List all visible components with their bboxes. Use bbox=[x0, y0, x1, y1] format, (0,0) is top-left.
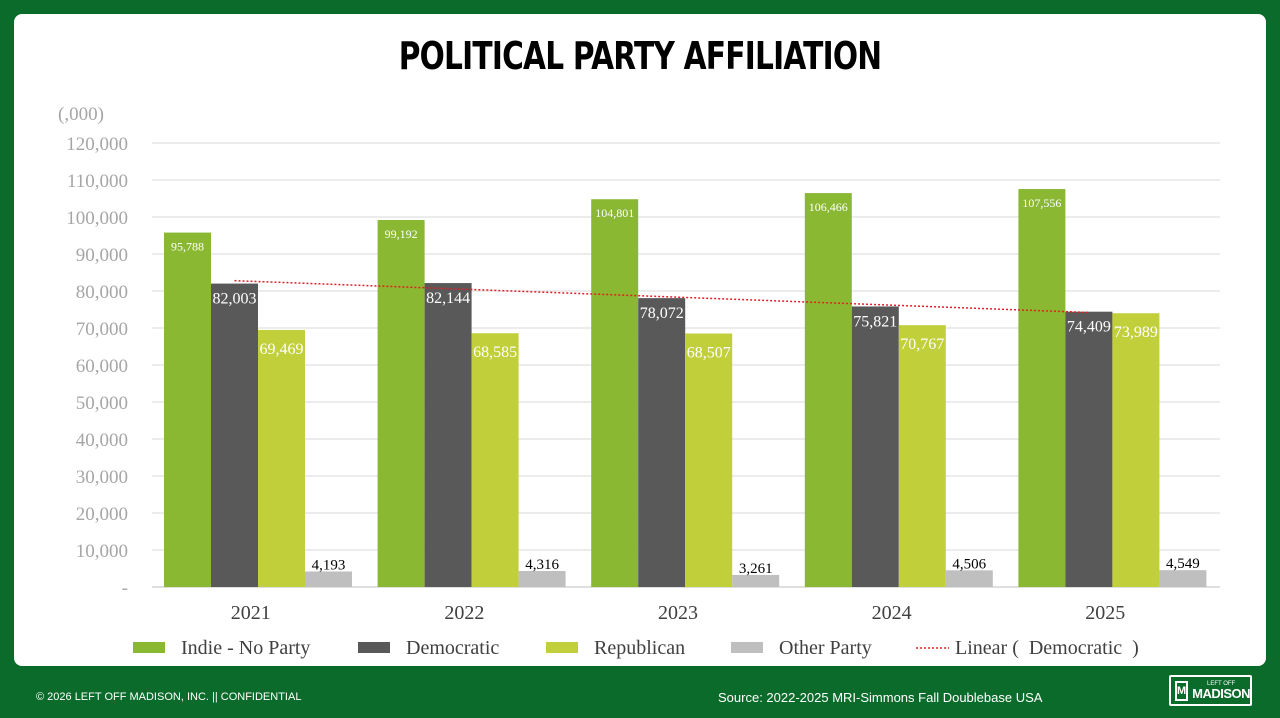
data-label: 4,316 bbox=[525, 557, 559, 573]
legend-label: Other Party bbox=[779, 637, 872, 659]
bar-other-party-2023 bbox=[732, 574, 780, 587]
data-label: 95,788 bbox=[171, 240, 204, 254]
copyright-text: © 2026 LEFT OFF MADISON, INC. || CONFIDE… bbox=[36, 691, 302, 703]
bar-republican-2022 bbox=[471, 333, 519, 587]
company-logo: M LEFT OFF MADISON bbox=[1169, 675, 1252, 706]
data-label: 69,469 bbox=[260, 341, 304, 358]
x-tick-label-2022: 2022 bbox=[444, 602, 484, 624]
bar-other-party-2021 bbox=[305, 571, 352, 587]
logo-mark-icon: M bbox=[1175, 680, 1189, 701]
bar-democratic-2023 bbox=[638, 298, 686, 587]
y-tick-label: 110,000 bbox=[67, 171, 128, 192]
bar-republican-2021 bbox=[258, 329, 305, 587]
y-tick-label: 100,000 bbox=[66, 208, 128, 229]
x-tick-label-2025: 2025 bbox=[1085, 602, 1125, 624]
data-label: 4,549 bbox=[1166, 556, 1200, 572]
trendline-democratic bbox=[234, 279, 1089, 314]
y-tick-label: 10,000 bbox=[76, 541, 128, 562]
data-label: 74,409 bbox=[1067, 319, 1111, 336]
bar-democratic-2021 bbox=[211, 283, 258, 587]
data-label: 4,193 bbox=[312, 557, 346, 573]
y-tick-label: 70,000 bbox=[76, 319, 128, 340]
legend-label: Indie - No Party bbox=[181, 637, 310, 659]
page-title: POLITICAL PARTY AFFILIATION bbox=[398, 34, 882, 78]
legend-swatch bbox=[546, 642, 578, 653]
data-label: 75,821 bbox=[853, 313, 897, 330]
x-tick-label-2023: 2023 bbox=[658, 602, 698, 624]
data-label: 99,192 bbox=[385, 227, 418, 241]
legend-label: Democratic bbox=[406, 637, 499, 659]
data-label: 106,466 bbox=[809, 200, 848, 214]
data-label: 82,144 bbox=[426, 290, 470, 307]
data-label: 78,072 bbox=[640, 305, 684, 322]
y-tick-label: 80,000 bbox=[76, 282, 128, 303]
y-tick-label: 20,000 bbox=[76, 504, 128, 525]
x-tick-label-2024: 2024 bbox=[872, 602, 912, 624]
bar-other-party-2025 bbox=[1159, 570, 1207, 587]
bar-indie-no-party-2022 bbox=[377, 219, 425, 587]
bar-republican-2024 bbox=[898, 325, 946, 587]
legend-swatch bbox=[731, 642, 763, 653]
bar-republican-2025 bbox=[1112, 313, 1160, 587]
bar-other-party-2022 bbox=[518, 571, 566, 587]
data-label: 104,801 bbox=[595, 206, 634, 220]
logo-bottom-text: MADISON bbox=[1192, 686, 1251, 701]
source-text: Source: 2022-2025 MRI-Simmons Fall Doubl… bbox=[718, 690, 1043, 705]
y-tick-label: 120,000 bbox=[66, 134, 128, 155]
legend-label: Republican bbox=[594, 637, 685, 659]
data-label: 68,507 bbox=[687, 345, 731, 362]
data-label: 73,989 bbox=[1114, 324, 1158, 341]
bar-indie-no-party-2023 bbox=[591, 199, 639, 587]
y-tick-label: 30,000 bbox=[76, 467, 128, 488]
data-label: 3,261 bbox=[739, 561, 773, 577]
legend-label-trendline: Linear ( Democratic ) bbox=[955, 637, 1139, 659]
logo-top-text: LEFT OFF bbox=[1207, 681, 1236, 687]
x-tick-label-2021: 2021 bbox=[231, 602, 271, 624]
y-tick-label: - bbox=[122, 578, 128, 599]
bar-indie-no-party-2025 bbox=[1018, 189, 1066, 588]
data-label: 70,767 bbox=[900, 336, 944, 353]
bar-indie-no-party-2024 bbox=[804, 193, 852, 587]
bar-other-party-2024 bbox=[945, 570, 993, 587]
y-tick-label: 90,000 bbox=[76, 245, 128, 266]
bar-republican-2023 bbox=[685, 333, 733, 587]
bar-democratic-2022 bbox=[424, 283, 472, 587]
unit-label: (,000) bbox=[58, 104, 104, 125]
data-label: 107,556 bbox=[1022, 196, 1061, 210]
legend-swatch bbox=[133, 642, 165, 653]
data-label: 4,506 bbox=[952, 556, 986, 572]
bar-democratic-2024 bbox=[851, 306, 899, 587]
y-tick-label: 40,000 bbox=[76, 430, 128, 451]
legend-swatch bbox=[358, 642, 390, 653]
data-label: 68,585 bbox=[473, 344, 517, 361]
y-tick-label: 60,000 bbox=[76, 356, 128, 377]
bar-democratic-2025 bbox=[1065, 311, 1113, 587]
bar-indie-no-party-2021 bbox=[164, 232, 211, 587]
y-tick-label: 50,000 bbox=[76, 393, 128, 414]
data-label: 82,003 bbox=[213, 291, 257, 308]
